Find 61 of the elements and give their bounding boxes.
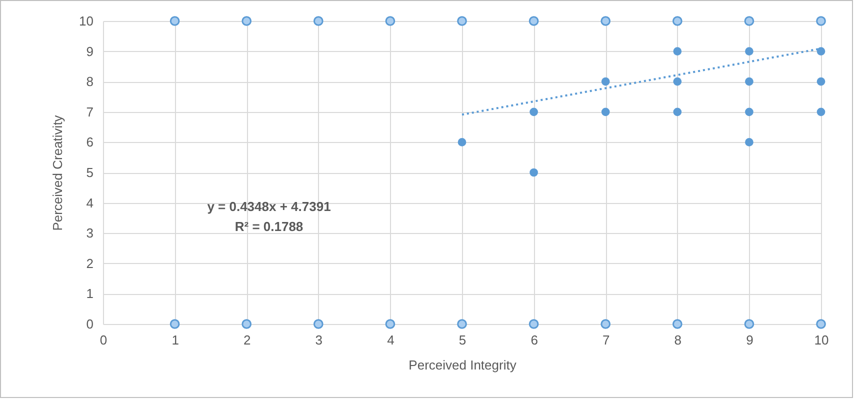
y-tick-label: 8	[86, 74, 94, 90]
point	[816, 16, 826, 26]
point	[745, 108, 754, 116]
y-tick-label: 3	[86, 226, 94, 241]
point	[816, 108, 826, 116]
x-tick-label: 5	[458, 332, 466, 348]
x-tick-label: 7	[602, 332, 610, 348]
point	[744, 319, 754, 329]
point	[313, 319, 324, 329]
point	[457, 16, 467, 26]
point	[673, 108, 682, 116]
x-tick-label: 6	[530, 332, 538, 348]
point	[673, 77, 682, 86]
point	[601, 77, 610, 86]
point	[672, 319, 682, 329]
point	[385, 319, 396, 329]
x-tick-label: 0	[100, 332, 108, 348]
point	[601, 108, 610, 116]
point	[673, 47, 682, 56]
point	[744, 16, 754, 26]
point	[816, 47, 826, 56]
point	[528, 16, 539, 26]
point	[170, 16, 180, 26]
x-tick-label: 8	[674, 332, 682, 348]
y-tick-label: 9	[86, 44, 94, 59]
point	[745, 77, 754, 86]
annotation: R² = 0.1788	[234, 219, 304, 234]
point	[242, 319, 252, 329]
point	[528, 319, 539, 329]
x-tick-label: 2	[243, 332, 251, 348]
point	[385, 16, 396, 26]
point	[745, 138, 754, 146]
point	[458, 138, 466, 146]
x-tick-label: 4	[387, 332, 394, 348]
point	[457, 319, 467, 329]
point	[530, 168, 538, 177]
point	[816, 319, 826, 329]
y-tick-label: 0	[86, 316, 94, 332]
point	[745, 47, 754, 56]
x-axis-title: Perceived Integrity	[408, 358, 517, 372]
y-tick-label: 7	[86, 104, 94, 120]
point	[672, 16, 682, 26]
point	[600, 319, 611, 329]
y-axis-title: Perceived Creativity	[50, 114, 66, 231]
y-tick-label: 2	[86, 256, 94, 271]
y-tick-label: 4	[86, 195, 94, 210]
y-tick-label: 1	[86, 286, 94, 302]
x-tick-label: 10	[814, 332, 829, 348]
annotation: y = 0.4348x + 4.7391	[207, 199, 331, 214]
x-tick-label: 9	[746, 332, 754, 348]
x-tick-label: 1	[172, 332, 179, 348]
point	[242, 16, 252, 26]
y-tick-label: 10	[79, 14, 94, 28]
point	[600, 16, 611, 26]
point	[816, 77, 826, 86]
point	[530, 108, 538, 116]
point	[313, 16, 324, 26]
point	[170, 319, 180, 329]
y-tick-label: 5	[86, 165, 94, 180]
x-tick-label: 3	[315, 332, 323, 348]
y-tick-label: 6	[86, 134, 94, 150]
